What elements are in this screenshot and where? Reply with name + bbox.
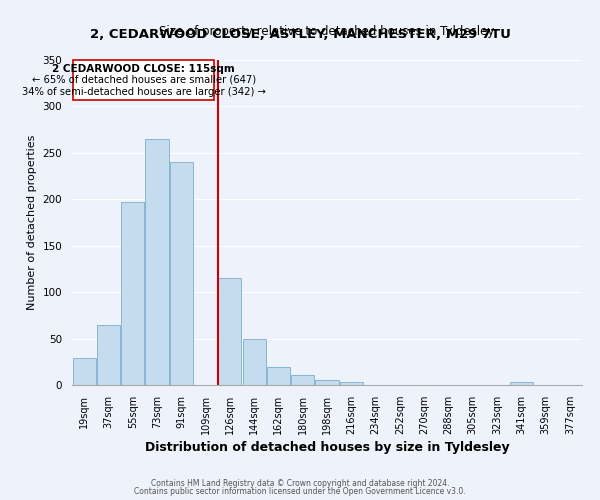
Bar	[267, 368, 290, 385]
Text: Contains public sector information licensed under the Open Government Licence v3: Contains public sector information licen…	[134, 487, 466, 496]
Text: 34% of semi-detached houses are larger (342) →: 34% of semi-detached houses are larger (…	[22, 86, 266, 97]
X-axis label: Distribution of detached houses by size in Tyldesley: Distribution of detached houses by size …	[145, 441, 509, 454]
Bar	[121, 202, 144, 385]
Title: Size of property relative to detached houses in Tyldesley: Size of property relative to detached ho…	[160, 25, 494, 38]
Bar	[97, 324, 120, 385]
Bar	[73, 358, 95, 385]
Bar	[145, 139, 169, 385]
Bar	[170, 162, 193, 385]
Bar	[510, 382, 533, 385]
Bar	[242, 338, 266, 385]
Bar	[340, 382, 363, 385]
Bar	[73, 60, 214, 100]
Bar	[316, 380, 338, 385]
Y-axis label: Number of detached properties: Number of detached properties	[27, 135, 37, 310]
Text: 2, CEDARWOOD CLOSE, ASTLEY, MANCHESTER, M29 7TU: 2, CEDARWOOD CLOSE, ASTLEY, MANCHESTER, …	[89, 28, 511, 40]
Text: 2 CEDARWOOD CLOSE: 115sqm: 2 CEDARWOOD CLOSE: 115sqm	[52, 64, 235, 74]
Text: Contains HM Land Registry data © Crown copyright and database right 2024.: Contains HM Land Registry data © Crown c…	[151, 478, 449, 488]
Bar	[218, 278, 241, 385]
Text: ← 65% of detached houses are smaller (647): ← 65% of detached houses are smaller (64…	[32, 74, 256, 85]
Bar	[291, 375, 314, 385]
